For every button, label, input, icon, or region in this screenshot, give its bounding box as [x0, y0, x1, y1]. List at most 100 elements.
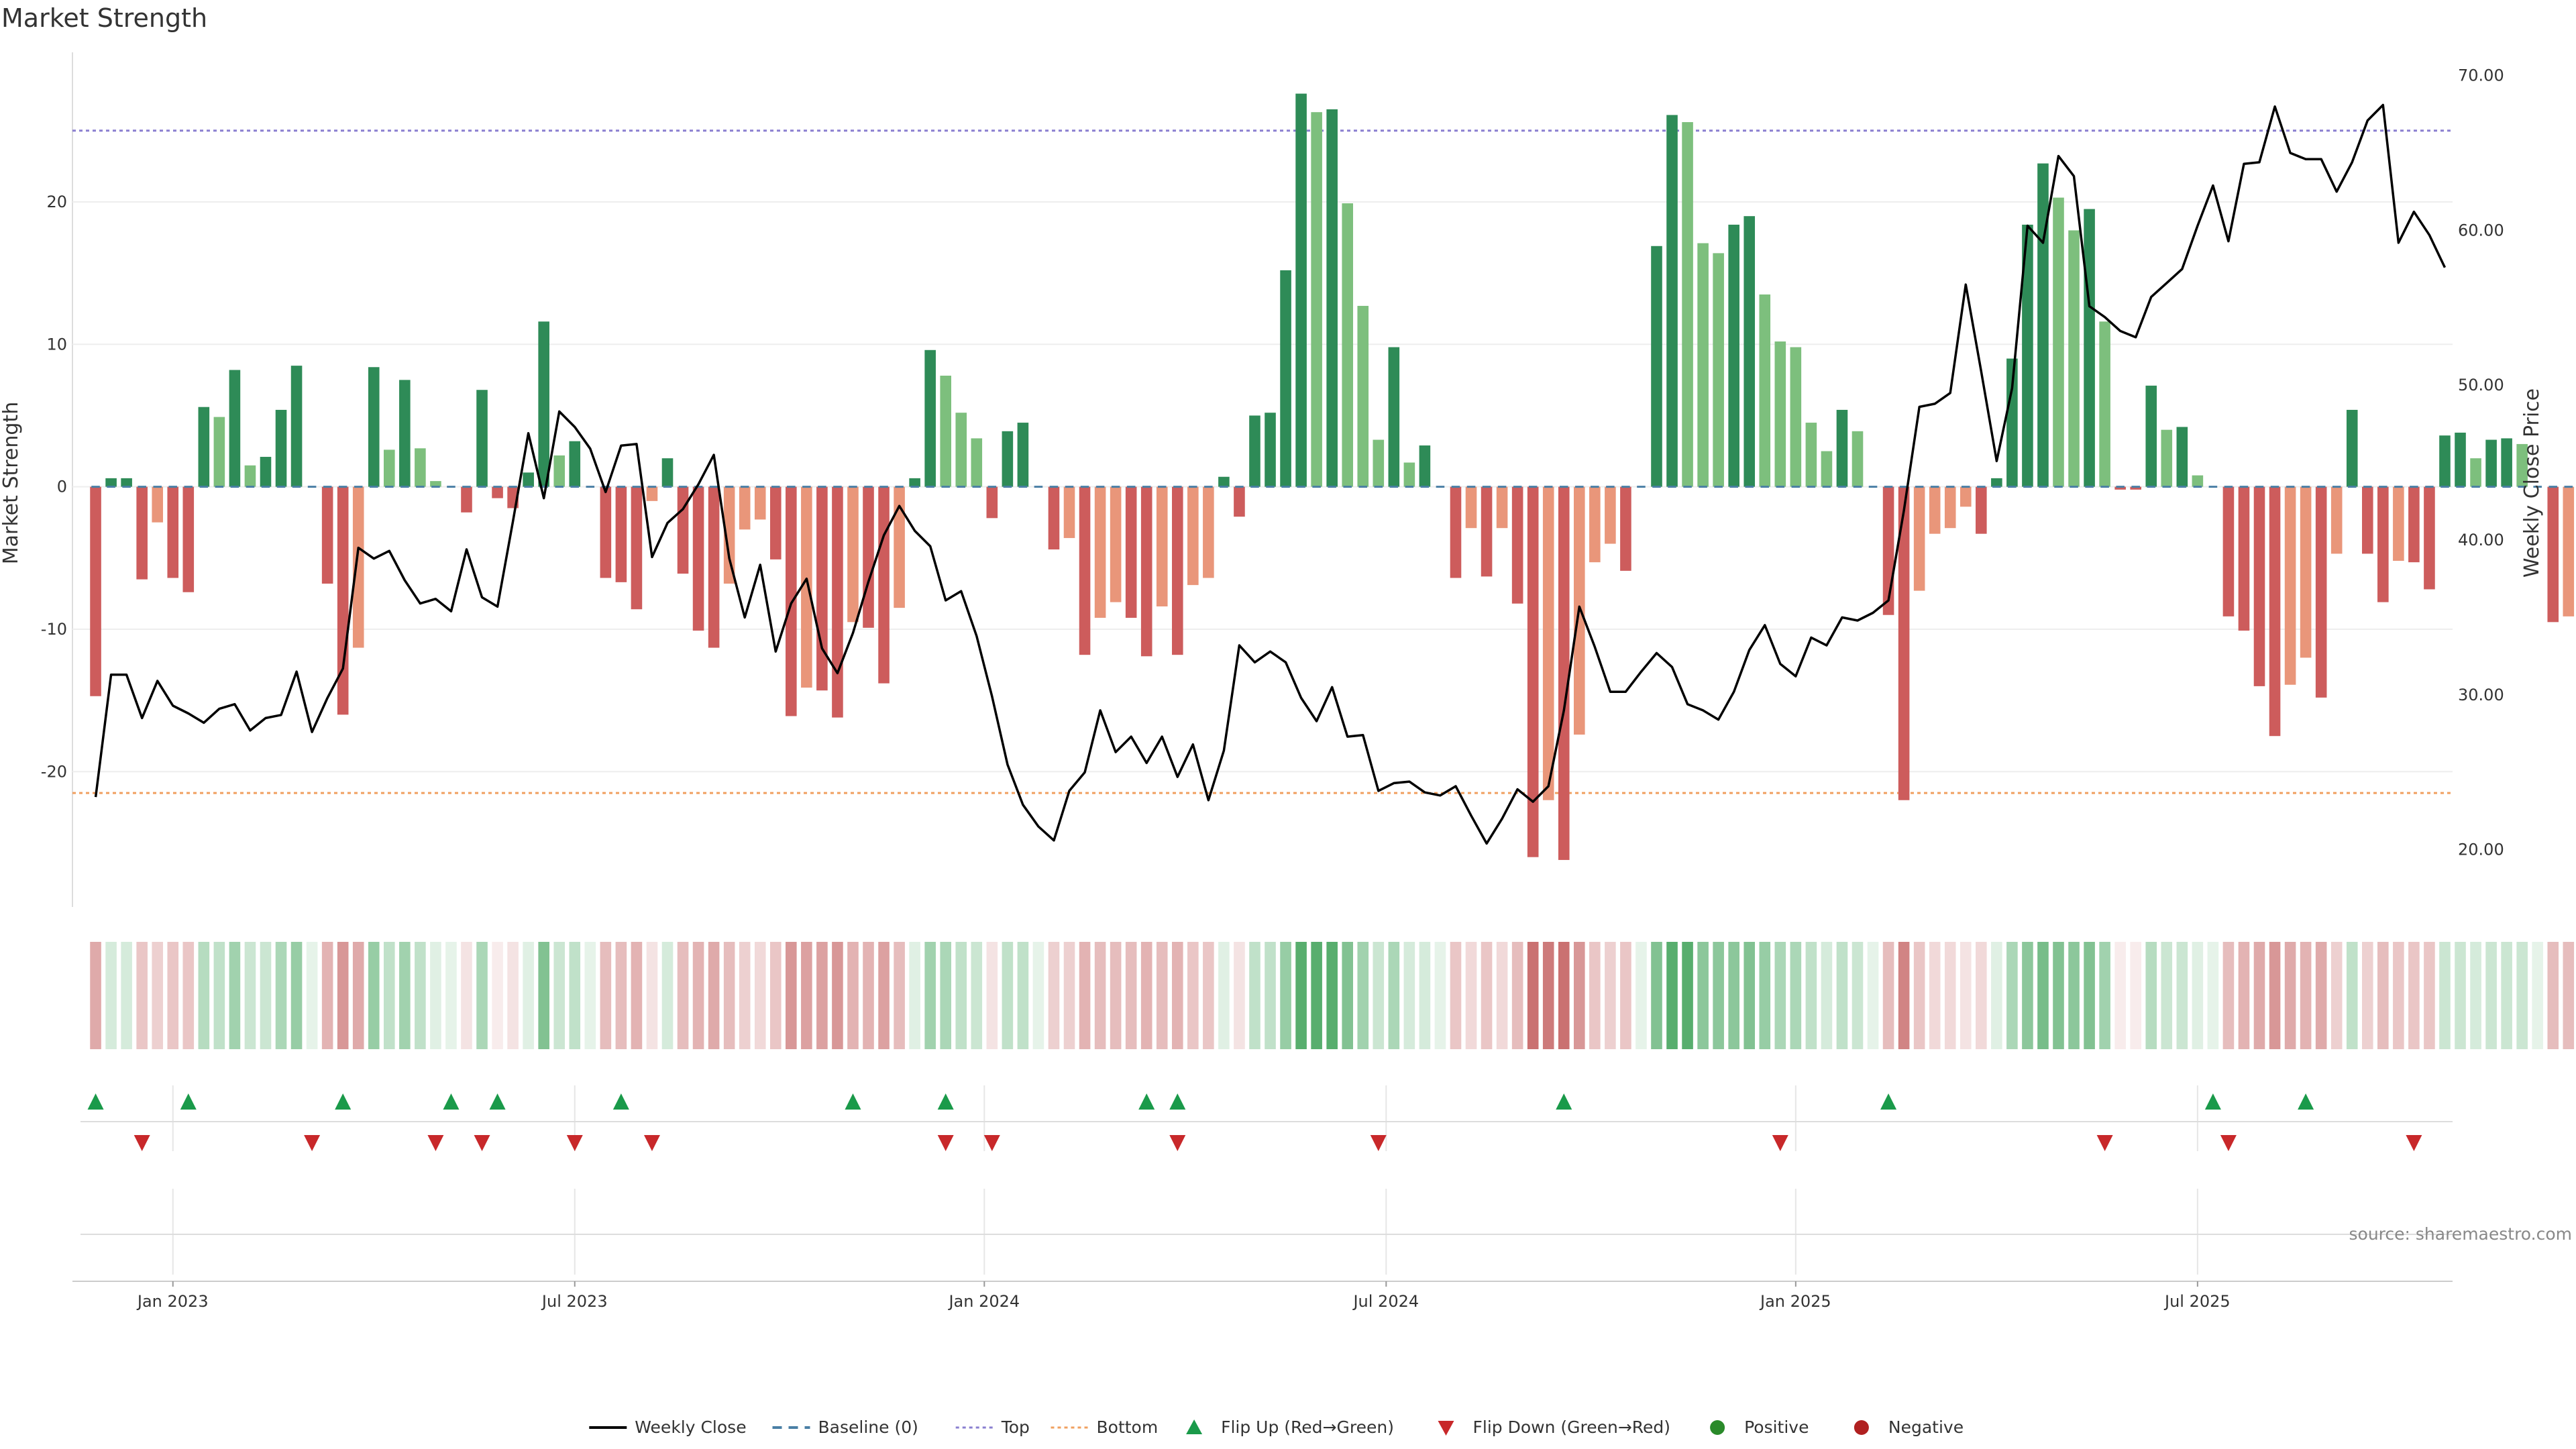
flip-down-marker: [304, 1135, 321, 1151]
heat-cell: [847, 942, 859, 1049]
heat-cell: [415, 942, 426, 1049]
strength-bar: [538, 321, 549, 487]
heat-cell: [1465, 942, 1477, 1049]
strength-bar: [1234, 486, 1245, 517]
flip-markers: [80, 1085, 2453, 1151]
heat-cell: [1002, 942, 1014, 1049]
legend-label: Positive: [1744, 1417, 1809, 1437]
strength-bar: [1388, 347, 1400, 487]
strength-bar: [384, 449, 395, 487]
strength-bar: [2361, 486, 2373, 554]
strength-bar: [2408, 486, 2420, 563]
heat-cell: [1944, 942, 1956, 1049]
strength-bar: [2470, 458, 2481, 487]
strength-bar: [1620, 486, 1631, 571]
strength-bar: [1790, 347, 1802, 487]
heat-cell: [2361, 942, 2373, 1049]
strength-bar: [2330, 486, 2343, 554]
heat-cell: [584, 942, 596, 1049]
legend-label: Baseline (0): [818, 1417, 918, 1437]
strength-bar: [677, 486, 689, 574]
heat-cell: [553, 942, 566, 1049]
strength-bar: [2393, 486, 2404, 561]
strength-bar: [1311, 112, 1322, 487]
legend-item: Positive: [1710, 1417, 1809, 1437]
legend-label: Flip Up (Red→Green): [1221, 1417, 1394, 1437]
strength-bar: [631, 486, 643, 610]
heat-cell: [2161, 942, 2173, 1049]
strength-bar: [847, 486, 859, 623]
strength-bar: [290, 366, 303, 487]
strength-bar: [1079, 486, 1091, 655]
flip-up-marker: [443, 1093, 460, 1110]
heat-cell: [646, 942, 658, 1049]
strength-bar: [1326, 109, 1338, 487]
flip-up-marker: [845, 1093, 861, 1110]
strength-bar: [1496, 486, 1508, 529]
strength-bar: [198, 407, 210, 487]
heat-cell: [198, 942, 210, 1049]
heat-cell: [1759, 942, 1771, 1049]
x-tick-label: Jul 2025: [2163, 1292, 2231, 1311]
heat-cell: [1218, 942, 1230, 1049]
heat-cell: [1527, 942, 1539, 1049]
strength-bar: [1511, 486, 1523, 604]
lower-panel: [80, 1189, 2453, 1275]
strength-bar: [461, 486, 472, 513]
heat-cell: [2037, 942, 2049, 1049]
flip-up-marker: [1880, 1093, 1897, 1110]
strength-bar: [940, 375, 951, 487]
legend-swatch: [1438, 1421, 1454, 1436]
heat-cell: [2176, 942, 2188, 1049]
heat-cell: [1836, 942, 1848, 1049]
heat-cell: [1403, 942, 1415, 1049]
legend: Weekly Close Baseline (0) Top Bottom Flip Up…: [589, 1417, 1964, 1437]
heat-cell: [1882, 942, 1894, 1049]
strength-bar: [523, 472, 534, 487]
heat-cell: [1203, 942, 1214, 1049]
heat-cell: [167, 942, 179, 1049]
strength-bar: [415, 448, 426, 487]
strength-bar: [2037, 163, 2049, 487]
heat-cell: [2563, 942, 2575, 1049]
flip-down-marker: [2096, 1135, 2113, 1151]
heat-cell: [2408, 942, 2420, 1049]
heat-cell: [507, 942, 519, 1049]
strength-bar: [1898, 486, 1910, 800]
x-tick-label: Jul 2023: [541, 1292, 608, 1311]
legend-item: Bottom: [1051, 1417, 1158, 1437]
heat-cell: [2501, 942, 2512, 1049]
flip-down-marker: [2406, 1135, 2422, 1151]
strength-bar: [708, 486, 720, 648]
heat-cell: [1821, 942, 1833, 1049]
strength-bar: [2485, 439, 2497, 487]
heat-cell: [786, 942, 797, 1049]
heat-cell: [229, 942, 241, 1049]
strength-bar: [1728, 224, 1739, 487]
threshold-lines: [72, 129, 2453, 794]
heat-cell: [801, 942, 812, 1049]
strength-bar: [213, 417, 225, 487]
strength-bar: [2501, 438, 2512, 487]
heat-cell: [924, 942, 936, 1049]
flip-up-marker: [1556, 1093, 1572, 1110]
heat-cell: [769, 942, 782, 1049]
heat-cell: [2346, 942, 2358, 1049]
heat-cell: [600, 942, 612, 1049]
heat-strip: [90, 942, 2575, 1049]
flip-down-marker: [937, 1135, 954, 1151]
x-tick-label: Jul 2024: [1352, 1292, 1419, 1311]
heat-cell: [2222, 942, 2235, 1049]
strength-bar: [1651, 246, 1662, 487]
heat-cell: [244, 942, 256, 1049]
strength-bar: [1759, 294, 1771, 487]
flip-down-marker: [1370, 1135, 1387, 1151]
strength-bar: [1991, 478, 2002, 487]
flip-up-marker: [937, 1093, 954, 1110]
strength-bar: [1605, 486, 1616, 544]
legend-item: Flip Up (Red→Green): [1186, 1417, 1394, 1437]
heat-cell: [430, 942, 441, 1049]
heat-cell: [909, 942, 920, 1049]
source-label: source: sharemaestro.com: [2349, 1224, 2573, 1244]
heat-cell: [569, 942, 581, 1049]
